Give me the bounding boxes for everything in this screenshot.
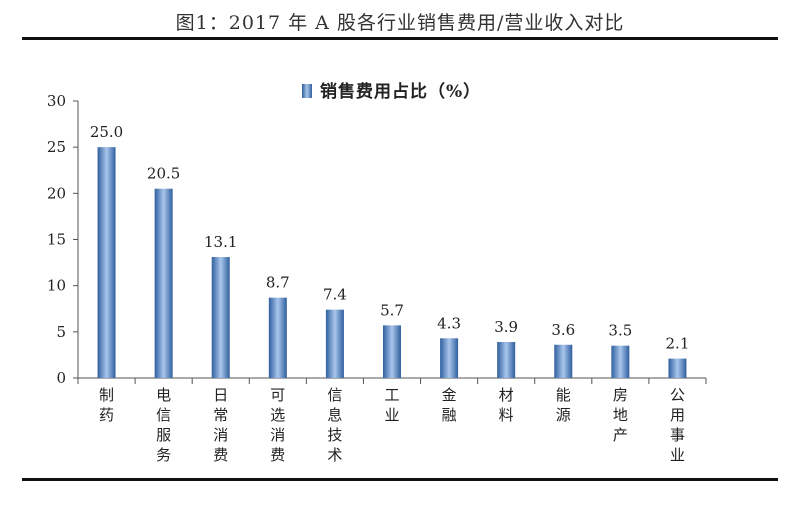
bar-7 <box>440 338 459 378</box>
category-label-char: 能 <box>556 386 571 404</box>
category-label-char: 源 <box>556 406 571 424</box>
y-tick-label: 0 <box>56 369 66 387</box>
data-label: 4.3 <box>437 314 461 332</box>
bar-8 <box>497 341 516 378</box>
category-label-char: 日 <box>213 386 228 404</box>
category-label-char: 电 <box>156 386 171 404</box>
category-label-char: 地 <box>613 406 628 424</box>
legend-swatch <box>302 84 312 98</box>
category-label-char: 材 <box>499 386 514 404</box>
category-label-char: 业 <box>384 406 399 424</box>
category-label: 公用事业 <box>670 386 685 464</box>
figure-title: 图1：2017 年 A 股各行业销售费用/营业收入对比 <box>175 12 625 34</box>
category-label-char: 务 <box>156 446 171 464</box>
category-label-char: 服 <box>156 426 171 444</box>
axes: 051015202530制药电信服务日常消费可选消费信息技术工业金融材料能源房地… <box>47 92 707 464</box>
y-tick-label: 5 <box>56 323 66 341</box>
category-label-char: 常 <box>213 406 228 424</box>
legend: 销售费用占比（%） <box>302 81 481 102</box>
data-label: 3.9 <box>494 318 518 336</box>
category-label-char: 房 <box>613 386 628 404</box>
bar-9 <box>554 344 573 378</box>
top-rule <box>22 37 778 40</box>
category-label-char: 业 <box>670 446 685 464</box>
category-label-char: 药 <box>99 406 114 424</box>
category-label: 可选消费 <box>270 386 285 464</box>
bars: 25.0 20.5 13.1 8.7 7.4 5.7 4.3 3.9 3.6 3.5 2.1 <box>90 123 690 378</box>
category-label-char: 选 <box>270 406 285 424</box>
data-label: 3.6 <box>551 321 575 339</box>
category-label: 能源 <box>556 386 571 424</box>
category-label-char: 消 <box>270 426 285 444</box>
category-label-char: 工 <box>384 386 399 404</box>
bar-11 <box>668 358 687 378</box>
category-label-char: 制 <box>99 386 114 404</box>
category-label-char: 用 <box>670 406 685 424</box>
category-label-char: 技 <box>327 426 342 444</box>
category-label-char: 金 <box>442 386 457 404</box>
category-label: 工业 <box>384 386 399 424</box>
category-label-char: 信 <box>327 386 342 404</box>
bottom-rule <box>22 478 778 481</box>
bar-5 <box>325 309 344 378</box>
data-label: 7.4 <box>323 286 347 304</box>
category-label: 电信服务 <box>156 386 171 464</box>
category-label-char: 事 <box>670 426 685 444</box>
bar-10 <box>611 345 630 378</box>
category-label: 制药 <box>99 386 114 424</box>
category-label-char: 公 <box>670 386 685 404</box>
data-label: 13.1 <box>204 233 237 251</box>
category-label-char: 融 <box>442 406 457 424</box>
category-label: 信息技术 <box>327 386 342 464</box>
category-label-char: 料 <box>499 406 514 424</box>
category-label-char: 术 <box>327 446 342 464</box>
category-label: 房地产 <box>613 386 628 444</box>
legend-label: 销售费用占比（%） <box>320 81 481 102</box>
category-label-char: 费 <box>213 446 228 464</box>
data-label: 2.1 <box>666 335 690 353</box>
data-label: 5.7 <box>380 301 404 319</box>
bar-2 <box>154 188 173 378</box>
data-label: 8.7 <box>266 274 290 292</box>
y-tick-label: 10 <box>47 277 66 295</box>
category-label: 金融 <box>442 386 457 424</box>
bar-1 <box>97 147 116 378</box>
category-label-char: 可 <box>270 386 285 404</box>
y-tick-label: 20 <box>47 184 66 202</box>
category-label: 材料 <box>499 386 514 424</box>
bar-4 <box>268 297 287 378</box>
bar-3 <box>211 257 230 378</box>
y-tick-label: 25 <box>47 138 66 156</box>
category-label-char: 费 <box>270 446 285 464</box>
y-tick-label: 15 <box>47 231 66 249</box>
bar-6 <box>383 325 401 378</box>
category-label-char: 息 <box>327 406 342 424</box>
data-label: 20.5 <box>147 165 180 183</box>
data-label: 25.0 <box>90 123 123 141</box>
category-label: 日常消费 <box>213 386 228 464</box>
category-label-char: 消 <box>213 426 228 444</box>
category-label-char: 产 <box>613 426 628 444</box>
data-label: 3.5 <box>608 322 632 340</box>
y-tick-label: 30 <box>47 92 66 110</box>
category-label-char: 信 <box>156 406 171 424</box>
